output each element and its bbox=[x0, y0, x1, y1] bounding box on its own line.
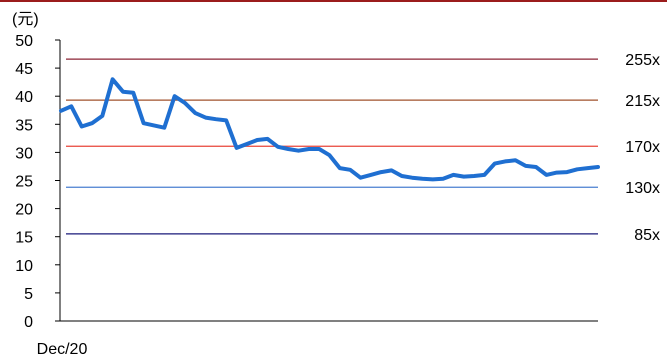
header-rule bbox=[0, 0, 667, 2]
price-series-line bbox=[59, 77, 600, 182]
y-ticks: 0 5 10 15 20 25 30 35 40 45 50 bbox=[15, 33, 60, 331]
y-tick-label: 5 bbox=[24, 286, 33, 303]
band-label: 85x bbox=[634, 227, 660, 244]
y-tick-label: 20 bbox=[15, 202, 33, 219]
series-group bbox=[59, 77, 600, 182]
axes bbox=[59, 40, 598, 322]
y-tick-label: 40 bbox=[15, 89, 33, 106]
y-tick-label: 15 bbox=[15, 230, 33, 247]
band-labels: 255x 215x 170x 130x 85x bbox=[625, 52, 660, 244]
y-tick-label: 25 bbox=[15, 174, 33, 191]
band-label: 255x bbox=[625, 52, 660, 69]
y-tick-label: 0 bbox=[24, 314, 33, 331]
x-tick-label: Dec/20 bbox=[37, 341, 88, 358]
x-ticks: Dec/20 bbox=[37, 341, 88, 358]
y-tick-label: 50 bbox=[15, 33, 33, 50]
y-tick-label: 30 bbox=[15, 145, 33, 162]
y-tick-label: 10 bbox=[15, 258, 33, 275]
y-unit-label: (元) bbox=[12, 11, 39, 28]
band-label: 215x bbox=[625, 93, 660, 110]
y-tick-label: 35 bbox=[15, 117, 33, 134]
band-lines bbox=[66, 58, 598, 235]
band-label: 170x bbox=[625, 139, 660, 156]
y-tick-label: 45 bbox=[15, 61, 33, 78]
band-label: 130x bbox=[625, 180, 660, 197]
